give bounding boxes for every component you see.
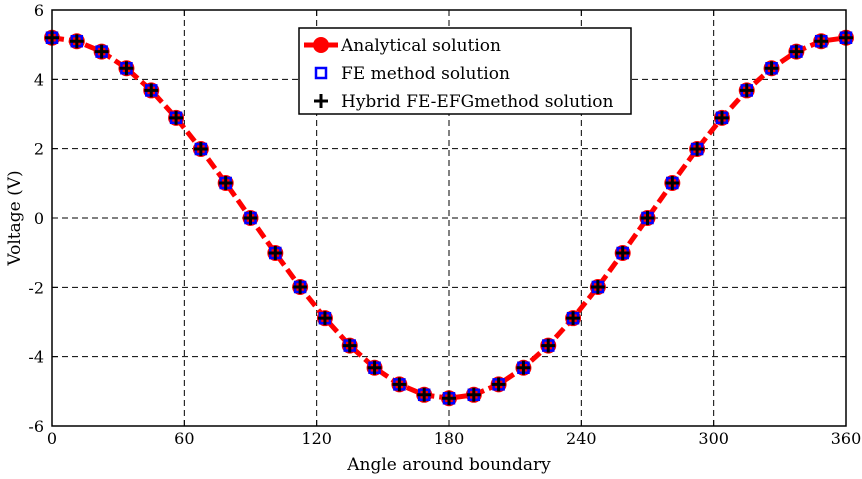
- legend-box: [298, 27, 632, 115]
- legend-swatch-analytical-marker: [313, 37, 329, 53]
- legend-item-hybrid: Hybrid FE-EFGmethod solution: [314, 92, 614, 112]
- x-tick-label: 60: [174, 429, 194, 448]
- x-tick-label: 0: [47, 429, 57, 448]
- legend-item-analytical: Analytical solution: [304, 36, 501, 56]
- axis-ticks: 0 60 120 180 240 300 360 -6 -4 -2 0 2 4 6: [28, 1, 861, 448]
- x-tick-label: 240: [566, 429, 597, 448]
- grid-lines: [52, 10, 846, 426]
- point-hybrid: [466, 387, 481, 402]
- legend-label-hybrid: Hybrid FE-EFGmethod solution: [341, 92, 614, 112]
- point-hybrid: [342, 338, 357, 353]
- point-hybrid: [293, 279, 308, 294]
- point-hybrid: [640, 211, 655, 225]
- point-hybrid: [243, 211, 258, 225]
- point-hybrid: [590, 279, 605, 294]
- legend-item-fe: FE method solution: [314, 64, 510, 84]
- point-hybrid: [367, 360, 382, 375]
- point-hybrid: [566, 311, 581, 326]
- point-hybrid: [119, 61, 134, 76]
- point-hybrid: [69, 34, 84, 49]
- legend-label-analytical: Analytical solution: [340, 36, 501, 56]
- x-tick-label: 360: [831, 429, 862, 448]
- legend-label-fe: FE method solution: [341, 64, 510, 84]
- y-tick-label: -6: [28, 417, 44, 436]
- y-tick-label: 0: [34, 209, 44, 228]
- point-hybrid: [814, 34, 829, 49]
- point-hybrid: [665, 175, 680, 190]
- point-hybrid: [218, 175, 233, 190]
- point-hybrid: [317, 311, 332, 326]
- point-hybrid: [714, 110, 729, 125]
- y-tick-label: -2: [28, 278, 44, 297]
- point-hybrid: [442, 391, 456, 406]
- point-hybrid: [417, 387, 432, 402]
- point-hybrid: [144, 83, 159, 98]
- point-hybrid: [764, 61, 779, 76]
- plot-series: [44, 29, 854, 407]
- point-hybrid: [516, 360, 531, 375]
- x-tick-label: 180: [434, 429, 465, 448]
- y-axis-title: Voltage (V): [5, 170, 25, 266]
- y-tick-label: 4: [34, 70, 44, 89]
- point-hybrid: [193, 142, 208, 157]
- point-hybrid: [541, 338, 556, 353]
- x-tick-label: 120: [301, 429, 332, 448]
- point-hybrid: [789, 44, 804, 59]
- x-tick-label: 300: [698, 429, 729, 448]
- y-tick-label: -4: [28, 348, 44, 367]
- point-hybrid: [491, 377, 506, 392]
- legend-swatch-fe-marker: [314, 66, 328, 80]
- legend-swatch-hybrid-marker: [314, 94, 328, 108]
- point-hybrid: [268, 246, 283, 261]
- y-tick-label: 6: [34, 1, 44, 20]
- legend: Analytical solution FE method solution H…: [298, 27, 632, 115]
- point-hybrid: [169, 110, 184, 125]
- y-tick-label: 2: [34, 140, 44, 159]
- point-hybrid: [392, 377, 407, 392]
- x-axis-title: Angle around boundary: [346, 455, 551, 475]
- point-hybrid: [690, 142, 705, 157]
- point-hybrid: [615, 246, 630, 261]
- point-hybrid: [739, 83, 754, 98]
- point-hybrid: [94, 44, 109, 59]
